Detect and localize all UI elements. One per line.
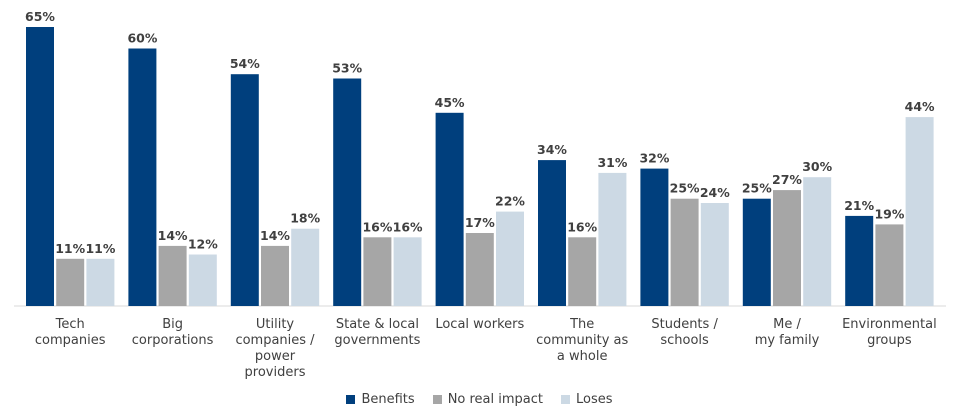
bar-loses-4 [496,211,524,306]
category-label-5-line-0: The [569,317,594,332]
value-label-no-real-impact-2: 14% [260,228,290,243]
category-label-3-line-0: State & local [336,317,419,332]
category-label-8-line-0: Environmental [842,317,937,332]
value-label-no-real-impact-3: 16% [362,219,392,234]
category-label-0-line-0: Tech [55,317,85,332]
value-label-benefits-6: 32% [639,151,669,166]
value-label-loses-6: 24% [700,185,730,200]
bar-no-real-impact-6 [670,198,699,306]
bar-benefits-8 [845,215,874,306]
legend-label-no-real-impact: No real impact [447,392,544,407]
value-label-loses-7: 30% [802,159,832,174]
value-label-loses-4: 22% [495,194,525,209]
legend-swatch-no-real-impact [432,395,442,404]
bar-loses-6 [700,203,729,306]
value-label-benefits-0: 65% [25,9,55,24]
bar-no-real-impact-0 [56,258,85,306]
bar-benefits-2 [230,74,259,306]
category-label-6-line-1: schools [660,333,709,348]
bar-benefits-3 [333,78,362,306]
value-label-loses-5: 31% [597,155,627,170]
bar-loses-5 [598,172,627,306]
category-label-8-line-1: groups [867,333,912,348]
value-label-no-real-impact-0: 11% [55,241,85,256]
bars-group [26,27,934,306]
legend-label-loses: Loses [576,392,613,407]
value-label-no-real-impact-6: 25% [670,181,700,196]
value-label-no-real-impact-8: 19% [874,206,904,221]
bar-loses-8 [905,117,934,306]
category-label-7-line-1: my family [755,333,820,348]
value-label-no-real-impact-4: 17% [465,215,495,230]
value-label-benefits-2: 54% [230,56,260,71]
bar-no-real-impact-7 [773,190,801,306]
value-label-benefits-1: 60% [127,31,157,46]
category-label-3-line-1: governments [334,333,420,348]
value-label-loses-3: 16% [393,219,423,234]
value-label-no-real-impact-1: 14% [158,228,188,243]
bar-benefits-7 [742,198,771,306]
category-label-1-line-1: corporations [132,333,214,348]
legend-swatch-loses [561,395,571,404]
legend: Benefits No real impact Loses [0,392,959,407]
value-label-no-real-impact-7: 27% [772,172,802,187]
bar-benefits-4 [435,112,464,306]
value-label-loses-0: 11% [85,241,115,256]
bar-chart: 65%11% 11%60%14%12%54%14%18%53%16% 16%45%1… [14,9,946,380]
value-label-benefits-3: 53% [332,61,362,76]
category-label-4-line-0: Local workers [435,317,524,332]
value-label-benefits-4: 45% [435,95,465,110]
bar-no-real-impact-4 [465,233,494,306]
bar-no-real-impact-1 [158,245,187,306]
value-label-loses-1: 12% [188,237,218,252]
bar-loses-0 [86,258,115,306]
value-labels-group: 65%11% 11%60%14%12%54%14%18%53%16% 16%45%1… [25,9,935,256]
value-label-loses-2: 18% [290,211,320,226]
bar-benefits-6 [640,168,669,306]
category-label-2-line-2: power [255,349,296,364]
legend-item-no-real-impact: No real impact [432,392,544,407]
category-label-2-line-0: Utility [256,317,295,332]
bar-no-real-impact-5 [568,237,597,306]
bar-no-real-impact-8 [875,224,904,306]
value-label-benefits-7: 25% [742,181,772,196]
bar-loses-2 [291,228,320,306]
legend-item-loses: Loses [561,392,613,407]
category-label-0-line-1: companies [35,333,106,348]
bar-benefits-5 [538,160,566,306]
category-label-7-line-0: Me / [773,317,801,332]
bar-loses-1 [188,254,217,306]
bar-no-real-impact-2 [261,245,289,306]
category-label-2-line-1: companies / [235,333,315,348]
value-label-loses-8: 44% [905,99,935,114]
bar-no-real-impact-3 [363,237,392,306]
category-label-1-line-0: Big [162,317,183,332]
category-label-6-line-0: Students / [651,317,718,332]
category-label-5-line-2: a whole [557,349,608,364]
bar-loses-7 [803,177,832,306]
legend-label-benefits: Benefits [361,392,415,407]
value-label-no-real-impact-5: 16% [567,219,597,234]
category-label-2-line-3: providers [245,365,306,380]
legend-swatch-benefits [346,395,356,404]
value-label-benefits-5: 34% [537,142,567,157]
bar-benefits-1 [128,48,157,306]
category-label-5-line-1: community as [536,333,628,348]
bar-benefits-0 [26,27,54,306]
value-label-benefits-8: 21% [844,198,874,213]
bar-loses-3 [393,237,422,306]
legend-item-benefits: Benefits [346,392,415,407]
